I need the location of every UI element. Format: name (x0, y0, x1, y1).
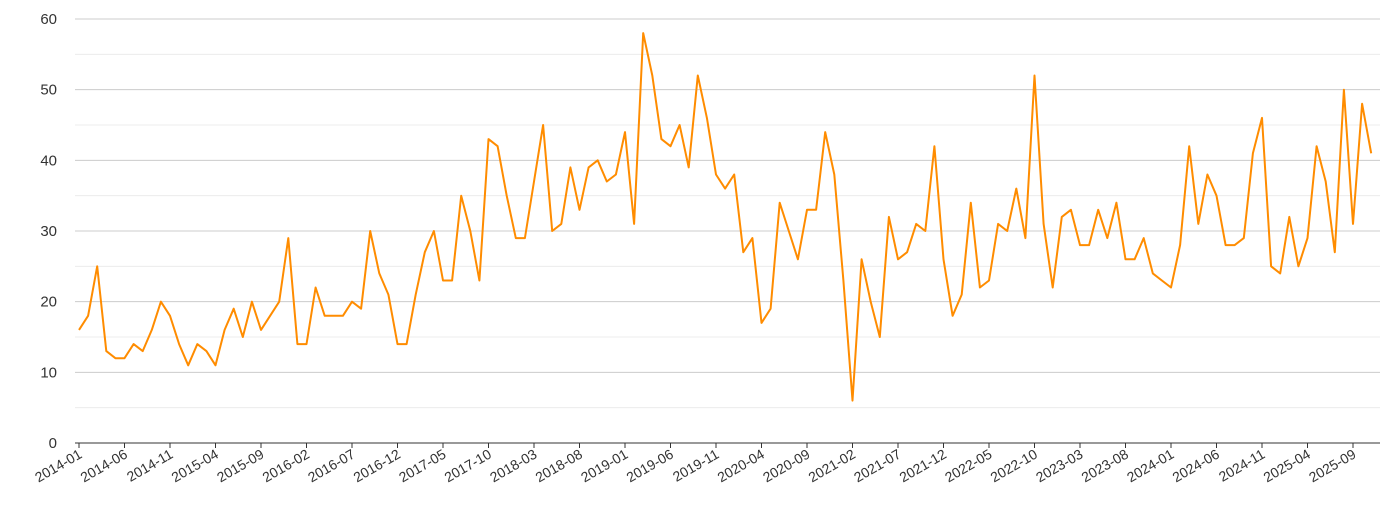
x-tick-label: 2019-01 (578, 446, 631, 486)
x-tick-label: 2021-12 (896, 446, 949, 486)
series-layer (78, 32, 1373, 402)
y-tick-label: 0 (49, 435, 57, 452)
x-tick-label: 2025-09 (1306, 446, 1359, 486)
x-tick-label: 2018-08 (532, 446, 585, 486)
x-tick-label: 2022-05 (942, 446, 995, 486)
x-tick-label: 2021-02 (805, 446, 858, 486)
series-line-0 (78, 32, 1373, 402)
x-tick-label: 2021-07 (851, 446, 904, 486)
x-axis-tick-labels: 2014-012014-062014-112015-042015-092016-… (32, 446, 1359, 486)
x-tick-label: 2023-08 (1078, 446, 1131, 486)
y-tick-label: 60 (40, 11, 57, 28)
x-tick-label: 2024-01 (1124, 446, 1177, 486)
x-tick-label: 2019-06 (623, 446, 676, 486)
x-tick-label: 2023-03 (1033, 446, 1086, 486)
x-tick-label: 2017-10 (441, 446, 494, 486)
x-axis-ticks (78, 443, 1354, 448)
x-tick-label: 2020-04 (714, 446, 767, 486)
x-tick-label: 2014-11 (124, 446, 176, 485)
x-tick-label: 2016-02 (259, 446, 312, 486)
x-tick-label: 2014-06 (77, 446, 130, 486)
x-tick-label: 2014-01 (32, 446, 85, 486)
y-tick-label: 40 (40, 152, 57, 169)
x-tick-label: 2025-04 (1260, 446, 1313, 486)
x-tick-label: 2016-12 (350, 446, 403, 486)
x-tick-label: 2015-09 (214, 446, 267, 486)
x-tick-label: 2022-10 (987, 446, 1040, 486)
y-tick-label: 50 (40, 82, 57, 99)
x-tick-label: 2015-04 (168, 446, 221, 486)
x-tick-label: 2016-07 (305, 446, 358, 486)
y-tick-label: 10 (40, 364, 57, 381)
x-tick-label: 2018-03 (487, 446, 540, 486)
x-tick-label: 2019-11 (670, 446, 722, 485)
x-tick-label: 2024-11 (1216, 446, 1268, 485)
gridlines (75, 18, 1380, 409)
x-tick-label: 2017-05 (396, 446, 449, 486)
x-tick-label: 2020-09 (760, 446, 813, 486)
y-axis-tick-labels: 0 10 20 30 40 50 60 (40, 11, 57, 452)
y-tick-label: 30 (40, 223, 57, 240)
x-tick-label: 2024-06 (1169, 446, 1222, 486)
y-tick-label: 20 (40, 294, 57, 311)
